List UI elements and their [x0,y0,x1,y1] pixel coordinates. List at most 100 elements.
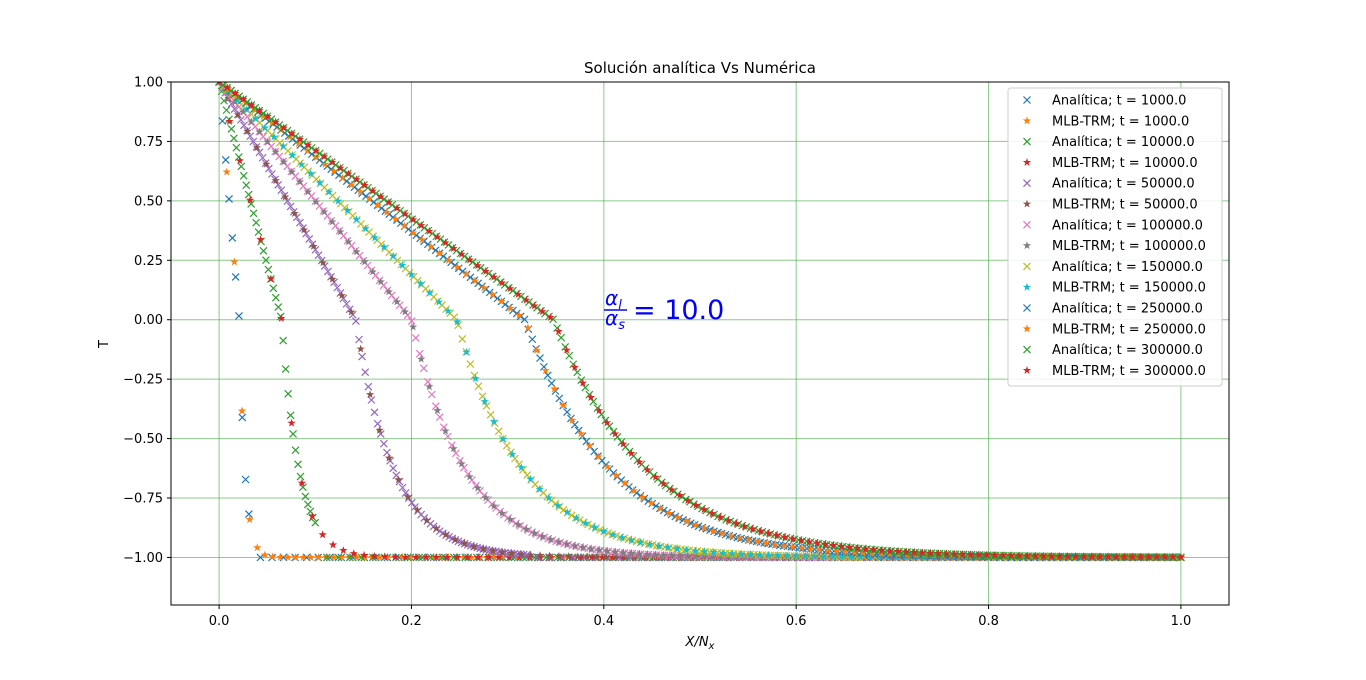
data-point [486,410,495,419]
data-point [328,540,338,549]
data-point [573,368,582,377]
data-point [347,307,356,316]
legend-entry: MLB-TRM; t = 250000.0 [1052,322,1206,337]
data-point [254,227,263,237]
data-point [431,402,440,411]
legend: Analítica; t = 1000.0 MLB-TRM; t = 1000.0… [1007,87,1223,387]
data-point [271,293,280,302]
data-point [251,218,261,227]
data-point [557,333,566,342]
data-point [471,374,480,383]
data-point [284,389,293,398]
data-point [373,419,382,428]
y-tick-label: 0.25 [134,254,163,269]
data-point [242,181,251,190]
data-point [351,316,360,326]
legend-entry: Analítica; t = 150000.0 [1052,260,1203,275]
data-point [299,553,308,562]
y-tick-label: −0.75 [123,492,163,507]
y-tick-label: 0.75 [134,135,163,150]
data-point [364,382,373,391]
data-point [244,190,253,199]
annotation-value: = 10.0 [633,295,724,326]
data-point [232,143,241,152]
data-point [237,406,247,415]
data-point [253,543,262,552]
data-point [229,134,238,143]
x-tick-label: 0.8 [978,614,999,629]
x-tick-label: 0.2 [401,614,422,629]
data-point [279,336,288,345]
data-point [411,333,420,343]
data-point [458,334,467,344]
data-point [367,395,376,405]
data-point [287,418,296,427]
data-point [225,116,234,125]
data-point [528,335,537,344]
x-tick-label: 0.0 [209,614,230,629]
y-tick-label: −1.00 [123,551,163,566]
data-point [555,394,564,403]
legend-entry: MLB-TRM; t = 300000.0 [1052,364,1206,379]
x-tick-label: 0.6 [786,614,807,629]
data-point [269,284,278,293]
data-point [235,156,244,165]
legend-entry: Analítica; t = 100000.0 [1052,218,1203,233]
data-point [286,411,295,420]
legend-box [1007,87,1223,387]
data-point [370,408,379,417]
data-point [230,257,239,266]
data-point [291,446,300,455]
data-point [389,464,398,473]
legend-entry: MLB-TRM; t = 100000.0 [1052,239,1206,254]
data-point [249,209,258,218]
plot-frame [170,81,1230,606]
data-point [581,383,590,392]
data-point [218,116,227,126]
legend-entry: Analítica; t = 1000.0 [1052,94,1186,109]
x-axis-label-sub: x [708,641,715,652]
chart-title: Solución analítica Vs Numérica [584,59,816,77]
y-tick-label: 0.50 [134,194,163,209]
legend-entry: MLB-TRM; t = 50000.0 [1052,198,1198,213]
data-point [354,335,364,344]
data-point [358,352,367,361]
data-point [281,364,290,374]
data-point [227,124,236,133]
data-point [306,553,316,562]
data-point [224,194,234,204]
data-point [408,322,418,331]
x-tick-label: 1.0 [1171,614,1192,629]
data-point [466,359,475,369]
x-tick-label: 0.4 [593,614,614,629]
data-point [356,344,365,353]
data-point [288,429,298,439]
data-point [554,327,563,336]
data-point [241,475,250,484]
data-point [234,311,244,321]
data-point [318,530,327,539]
data-point [276,552,285,561]
y-tick-label: −0.50 [123,432,163,447]
data-point [474,382,483,391]
data-point [301,492,310,501]
data-point [502,441,511,450]
y-axis-label: T [97,340,112,349]
data-point [239,171,248,180]
data-point [222,106,231,115]
legend-entry: MLB-TRM; t = 1000.0 [1052,114,1189,129]
data-point [264,265,273,274]
data-point [231,272,240,282]
y-tick-label: −0.25 [123,373,163,388]
x-axis-label: X/Nx [685,635,715,652]
y-tick-label: 1.00 [134,76,163,91]
data-point [277,313,286,322]
data-point [274,302,283,312]
data-point [427,390,436,399]
annotation-numerator: αl [605,286,622,313]
data-point [451,449,460,458]
data-point [365,390,375,399]
data-point [415,349,424,358]
data-point [293,460,303,469]
